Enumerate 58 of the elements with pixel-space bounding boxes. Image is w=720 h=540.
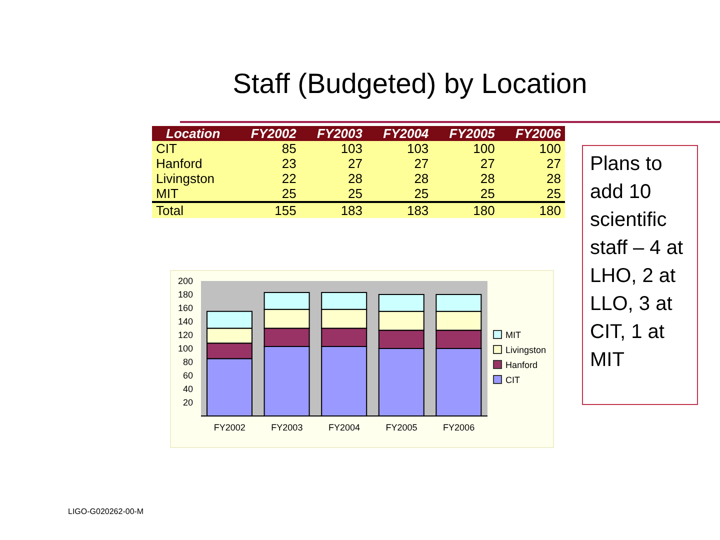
y-tick-label: 160 xyxy=(178,303,193,314)
x-tick-label: FY2004 xyxy=(328,422,360,432)
y-tick-label: Total xyxy=(155,202,184,218)
y-tick-label: 80 xyxy=(182,357,193,368)
x-tick-label: FY2003 xyxy=(316,126,364,141)
data-label: 28 xyxy=(413,171,430,186)
y-tick-label: 180 xyxy=(178,290,193,300)
y-tick-label: 60 xyxy=(182,370,193,381)
x-tick-label: FY2005 xyxy=(448,126,496,141)
legend-label: Hanford xyxy=(505,360,538,370)
data-label: 27 xyxy=(413,156,430,171)
y-tick-label: Hanford xyxy=(155,156,204,171)
y-tick-label: MIT xyxy=(155,186,180,202)
data-label: 183 xyxy=(406,202,430,218)
text: CIT xyxy=(505,374,520,384)
data-label: 103 xyxy=(340,141,364,156)
legend-label: Livingston xyxy=(505,344,546,354)
data-label: 25 xyxy=(479,186,496,202)
data-label: 22 xyxy=(280,171,298,186)
data-label: 27 xyxy=(546,156,562,171)
y-tick-label: CIT xyxy=(155,141,178,156)
x-tick-label: FY2006 xyxy=(443,422,475,432)
data-label: 155 xyxy=(274,202,298,218)
data-label: 25 xyxy=(546,186,562,202)
text: Plans to add 10 scientific staff – 4 at LHO, 2 at LLO, 3 at CIT, 1 at MIT xyxy=(582,145,698,405)
text: LIGO-G020262-00-M xyxy=(68,507,144,516)
x-tick-label: FY2002 xyxy=(250,126,298,141)
data-label: 28 xyxy=(546,171,562,186)
data-label: 27 xyxy=(347,156,364,171)
y-tick-label: 100 xyxy=(178,344,193,354)
data-label: 100 xyxy=(538,141,562,156)
data-label: 23 xyxy=(280,156,298,171)
data-label: 180 xyxy=(538,202,562,218)
data-label: 180 xyxy=(472,202,496,218)
data-label: 25 xyxy=(280,186,298,202)
data-label: 28 xyxy=(479,171,496,186)
y-axis-title: Location xyxy=(165,126,222,141)
x-tick-label: FY2005 xyxy=(386,422,418,432)
data-label: 25 xyxy=(413,186,430,202)
y-tick-label: 40 xyxy=(182,384,193,394)
x-tick-label: FY2003 xyxy=(271,422,303,432)
data-label: 183 xyxy=(340,202,364,218)
legend-label: MIT xyxy=(505,330,521,340)
data-label: 85 xyxy=(280,141,298,156)
x-tick-label: FY2006 xyxy=(514,126,562,141)
y-tick-label: Livingston xyxy=(155,171,216,186)
data-label: 103 xyxy=(406,141,430,156)
y-tick-label: 200 xyxy=(178,276,193,286)
data-label: 25 xyxy=(347,186,364,202)
x-tick-label: FY2002 xyxy=(214,422,246,432)
data-label: 28 xyxy=(347,171,364,186)
y-tick-label: 20 xyxy=(182,398,193,408)
data-label: 27 xyxy=(479,156,496,171)
chart-title: Staff (Budgeted) by Location xyxy=(232,68,588,100)
x-tick-label: FY2004 xyxy=(382,126,430,141)
data-label: 100 xyxy=(472,141,496,156)
y-tick-label: 140 xyxy=(178,316,193,327)
y-tick-label: 120 xyxy=(178,330,193,340)
